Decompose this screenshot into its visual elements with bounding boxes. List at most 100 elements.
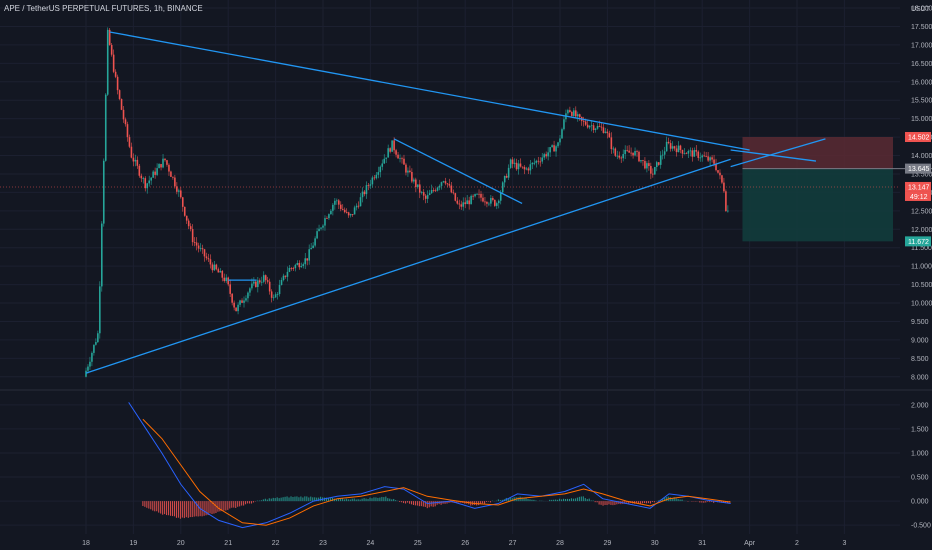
candle-body [537, 160, 540, 162]
candle-body [363, 191, 366, 195]
candle-body [166, 160, 168, 165]
candle-body [91, 352, 93, 362]
candle-body [201, 248, 204, 250]
candle-body [326, 218, 328, 219]
candle-body [405, 164, 407, 173]
candle-body [573, 110, 575, 116]
candle-body [221, 271, 224, 278]
candle-body [422, 192, 425, 196]
candle-body [687, 150, 690, 154]
candle-body [108, 29, 111, 45]
candle-body [409, 170, 411, 172]
candle-body [549, 147, 551, 153]
trendline-channel[interactable] [393, 138, 523, 205]
candle-body [120, 98, 123, 110]
candle-body [640, 160, 642, 162]
candle-body [187, 220, 190, 227]
y-tick-label: 12.000 [911, 227, 932, 234]
x-tick-label: 23 [319, 540, 327, 547]
candle-body [328, 214, 330, 219]
candle-body [189, 226, 192, 230]
candle-body [725, 191, 727, 212]
candle-body [193, 242, 196, 243]
y-tick-label: 9.000 [911, 337, 929, 344]
candle-body [180, 190, 182, 198]
candle-body [545, 154, 547, 157]
candle-body [488, 203, 490, 205]
candle-body [401, 158, 403, 160]
candle-body [531, 162, 534, 165]
candle-body [276, 294, 279, 295]
candle-body [501, 182, 504, 193]
candle-body [312, 245, 314, 249]
candle-body [563, 119, 565, 130]
entry-price-label-bg [905, 163, 931, 174]
candle-body [681, 149, 684, 154]
candle-body [606, 131, 609, 134]
x-tick-label: 28 [556, 540, 564, 547]
candle-body [213, 264, 216, 271]
candle-body [237, 304, 239, 312]
y-tick-label: 16.000 [911, 79, 932, 86]
trendline-lower[interactable] [85, 158, 731, 374]
signal-line [142, 418, 731, 526]
x-tick-label: 27 [509, 540, 517, 547]
candle-body [347, 212, 350, 216]
candle-body [547, 152, 549, 157]
candle-body [480, 193, 482, 198]
y-tick-label: 14.000 [911, 153, 932, 160]
candle-body [255, 281, 257, 288]
candle-body [235, 307, 237, 312]
candle-body [124, 119, 127, 125]
candle-body [136, 159, 139, 166]
candle-body [452, 192, 455, 194]
trendline-extension-down[interactable] [730, 149, 817, 162]
candle-body [130, 146, 133, 158]
candle-body [367, 185, 370, 186]
candle-body [385, 157, 387, 159]
candle-body [128, 137, 131, 147]
candle-body [569, 110, 571, 113]
candle-body [336, 200, 338, 202]
candle-body [474, 194, 476, 197]
candle-body [476, 193, 478, 195]
candle-body [628, 150, 630, 153]
candle-body [721, 175, 723, 183]
candle-body [174, 177, 176, 187]
candle-body [525, 168, 528, 170]
candle-body [302, 264, 305, 267]
candle-body [104, 94, 107, 161]
candle-body [478, 193, 480, 195]
candle-body [102, 160, 105, 224]
candle-body [661, 154, 664, 156]
y-tick-label: 11.000 [911, 264, 932, 271]
candle-body [114, 71, 117, 77]
candle-body [561, 129, 563, 139]
x-tick-label: 20 [177, 540, 185, 547]
candle-body [695, 150, 698, 152]
candle-body [349, 214, 352, 216]
trendline-extension-up[interactable] [730, 138, 826, 168]
candle-body [185, 215, 188, 221]
candle-body [683, 153, 686, 155]
candle-body [395, 150, 397, 155]
candle-body [351, 214, 354, 215]
candle-body [675, 148, 678, 153]
candle-body [310, 248, 312, 250]
candle-body [612, 148, 615, 150]
candle-body [697, 151, 700, 158]
candle-body [154, 171, 156, 175]
candle-body [499, 192, 502, 201]
y-tick-label: 15.500 [911, 98, 932, 105]
candle-body [148, 180, 150, 184]
candle-body [454, 193, 457, 201]
candle-body [375, 174, 378, 179]
x-tick-label: 22 [272, 540, 280, 547]
candle-body [430, 190, 433, 194]
candle-body [330, 210, 332, 215]
candle-body [339, 204, 342, 209]
candle-body [373, 177, 376, 179]
trendline-upper[interactable] [109, 31, 750, 151]
x-tick-label: 30 [651, 540, 659, 547]
